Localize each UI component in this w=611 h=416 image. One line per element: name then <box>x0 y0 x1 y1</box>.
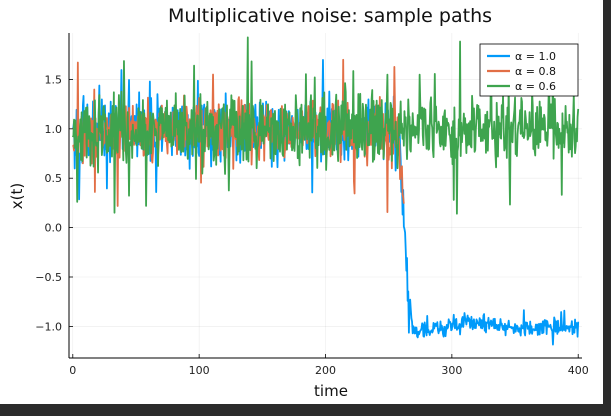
figure: 0 100 200 300 400 −1.0 −0.5 0.0 0.5 1.0 1.5 Multip… <box>0 0 603 404</box>
x-tick-label: 100 <box>189 364 210 377</box>
y-tick-label: 0.0 <box>45 222 63 235</box>
y-tick-label: 0.5 <box>45 172 63 185</box>
legend-label: α = 0.8 <box>515 65 556 78</box>
ticks: 0 100 200 300 400 −1.0 −0.5 0.0 0.5 1.0 1.5 <box>35 73 588 377</box>
x-tick-label: 300 <box>441 364 462 377</box>
chart-title: Multiplicative noise: sample paths <box>168 5 492 27</box>
y-tick-label: 1.5 <box>45 73 63 86</box>
x-axis-label: time <box>314 382 348 400</box>
y-tick-label: −0.5 <box>35 271 62 284</box>
chart-svg: 0 100 200 300 400 −1.0 −0.5 0.0 0.5 1.0 1.5 Multip… <box>8 5 589 400</box>
series-line-3 <box>71 36 580 215</box>
y-tick-label: 1.0 <box>45 123 63 136</box>
x-tick-label: 200 <box>315 364 336 377</box>
y-axis-label: x(t) <box>8 183 26 209</box>
legend-label: α = 0.6 <box>515 80 556 93</box>
series-layer <box>71 36 580 346</box>
legend-label: α = 1.0 <box>515 50 556 63</box>
x-tick-label: 400 <box>568 364 589 377</box>
y-tick-label: −1.0 <box>35 320 62 333</box>
x-tick-label: 0 <box>69 364 76 377</box>
legend: α = 1.0 α = 0.8 α = 0.6 <box>479 43 579 97</box>
